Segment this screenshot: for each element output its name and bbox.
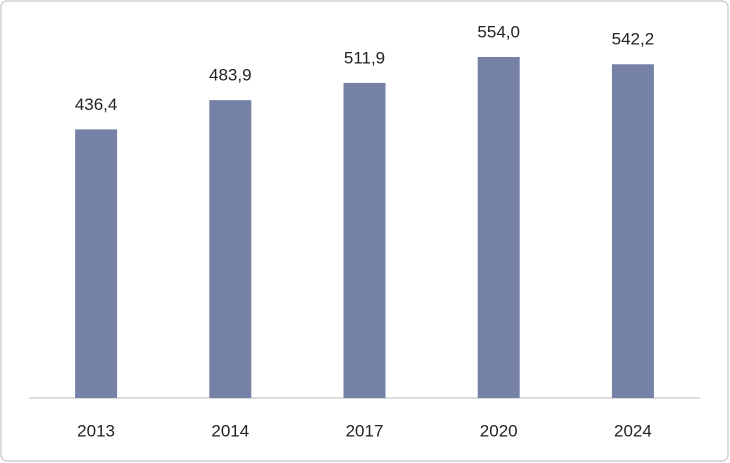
data-label: 554,0 <box>477 22 520 41</box>
bar <box>209 100 252 398</box>
x-tick-label: 2020 <box>480 421 518 440</box>
x-tick-label: 2013 <box>77 421 115 440</box>
x-tick-label: 2014 <box>211 421 249 440</box>
data-label: 511,9 <box>344 48 385 67</box>
data-label: 483,9 <box>209 66 252 85</box>
x-tick-label: 2024 <box>614 421 652 440</box>
x-tick-label: 2017 <box>346 421 384 440</box>
bar <box>75 129 118 398</box>
bar <box>477 57 520 398</box>
bar <box>611 64 654 398</box>
data-label: 542,2 <box>612 30 655 49</box>
bar <box>343 82 386 398</box>
data-label: 436,4 <box>75 95 118 114</box>
